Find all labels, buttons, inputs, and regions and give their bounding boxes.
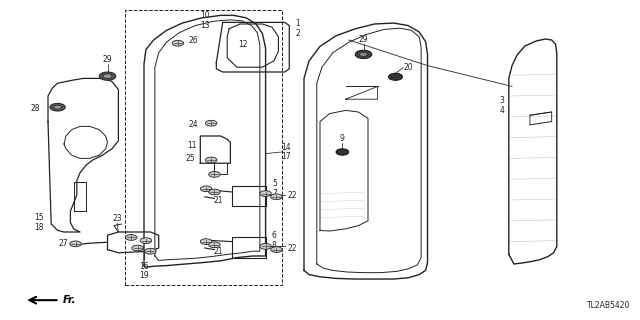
Circle shape bbox=[50, 103, 65, 111]
Text: 28: 28 bbox=[30, 104, 40, 113]
Circle shape bbox=[209, 189, 220, 195]
Circle shape bbox=[54, 105, 61, 109]
Text: 29: 29 bbox=[358, 35, 369, 44]
Text: 1
2: 1 2 bbox=[296, 20, 300, 38]
Text: 12: 12 bbox=[238, 40, 248, 49]
Circle shape bbox=[200, 186, 212, 192]
Circle shape bbox=[260, 191, 271, 196]
Text: 29: 29 bbox=[102, 55, 113, 64]
Text: 22: 22 bbox=[288, 191, 298, 200]
Circle shape bbox=[260, 244, 271, 249]
Text: 20: 20 bbox=[403, 63, 413, 72]
Text: 26: 26 bbox=[189, 36, 198, 44]
Circle shape bbox=[209, 172, 220, 177]
Circle shape bbox=[271, 247, 282, 252]
Circle shape bbox=[132, 245, 143, 251]
Text: 9: 9 bbox=[340, 134, 345, 143]
Text: 11: 11 bbox=[188, 141, 197, 150]
Circle shape bbox=[140, 238, 152, 244]
Circle shape bbox=[103, 74, 112, 78]
Text: 21: 21 bbox=[213, 196, 223, 204]
Text: 24: 24 bbox=[189, 120, 198, 129]
Text: 25: 25 bbox=[186, 154, 195, 163]
Circle shape bbox=[388, 73, 403, 80]
Text: 3
4: 3 4 bbox=[499, 96, 504, 115]
Circle shape bbox=[209, 242, 220, 248]
Text: 21: 21 bbox=[213, 247, 223, 256]
Text: 23: 23 bbox=[112, 214, 122, 223]
Text: 16
19: 16 19 bbox=[139, 262, 149, 280]
Bar bbox=[125, 10, 282, 285]
Text: Fr.: Fr. bbox=[63, 295, 76, 305]
Text: 10
13: 10 13 bbox=[200, 12, 210, 30]
Text: TL2AB5420: TL2AB5420 bbox=[587, 301, 630, 310]
Circle shape bbox=[99, 72, 116, 80]
Circle shape bbox=[355, 50, 372, 59]
Text: 5
7: 5 7 bbox=[272, 180, 277, 198]
Circle shape bbox=[336, 149, 349, 155]
Text: 27: 27 bbox=[59, 239, 68, 248]
Circle shape bbox=[271, 194, 282, 200]
Circle shape bbox=[205, 120, 217, 126]
Circle shape bbox=[172, 40, 184, 46]
Circle shape bbox=[145, 248, 156, 254]
Text: 6
8: 6 8 bbox=[272, 231, 277, 250]
Circle shape bbox=[200, 239, 212, 244]
Circle shape bbox=[70, 241, 81, 247]
Circle shape bbox=[359, 52, 367, 56]
Circle shape bbox=[205, 157, 217, 163]
Text: 22: 22 bbox=[288, 244, 298, 253]
Circle shape bbox=[125, 235, 137, 240]
Text: 14
17: 14 17 bbox=[282, 143, 291, 161]
Text: 15
18: 15 18 bbox=[34, 213, 44, 232]
